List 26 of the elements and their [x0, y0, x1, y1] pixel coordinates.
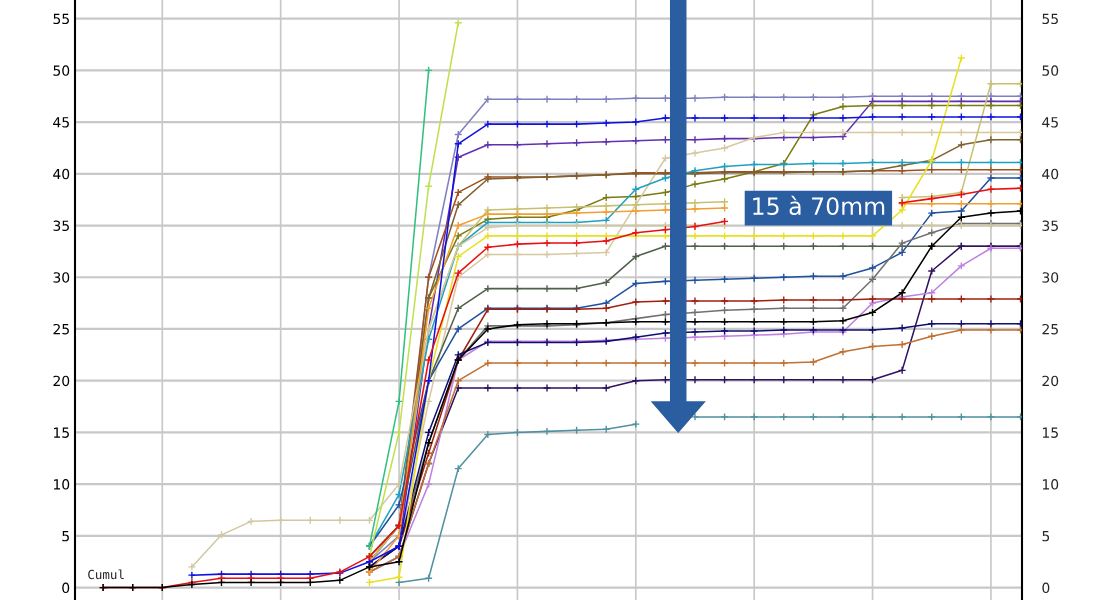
y-tick-label: 45: [53, 117, 69, 128]
y-tick-label: 25: [53, 323, 69, 335]
y2-tick-label: 15: [1042, 427, 1058, 438]
y-tick-label: 20: [53, 375, 70, 387]
y2-tick-label: 55: [1042, 13, 1058, 25]
y2-tick-label: 45: [1042, 117, 1058, 128]
y2-tick-label: 10: [1042, 479, 1059, 490]
y-tick-label: 30: [53, 272, 70, 283]
y-tick-label: 35: [53, 220, 69, 231]
y-tick-label: 55: [53, 13, 69, 25]
y2-tick-label: 30: [1042, 272, 1059, 283]
y2-tick-label: 35: [1042, 220, 1058, 231]
y2-tick-label: 50: [1042, 65, 1059, 76]
y2-tick-label: 20: [1042, 375, 1059, 387]
y2-tick-label: 5: [1042, 531, 1050, 542]
y-tick-label: 50: [53, 65, 70, 76]
y-tick-label: 0: [62, 582, 70, 594]
annotation: Cumul: [88, 569, 124, 580]
y2-tick-label: 40: [1042, 168, 1059, 180]
annotation: 15 à 70mm: [753, 195, 885, 216]
y-tick-label: 10: [53, 479, 70, 490]
y2-tick-label: 0: [1042, 582, 1050, 594]
y-tick-label: 5: [62, 531, 69, 542]
y-tick-label: 15: [53, 427, 69, 438]
y-tick-label: 40: [53, 168, 70, 180]
y2-tick-label: 25: [1042, 323, 1058, 335]
